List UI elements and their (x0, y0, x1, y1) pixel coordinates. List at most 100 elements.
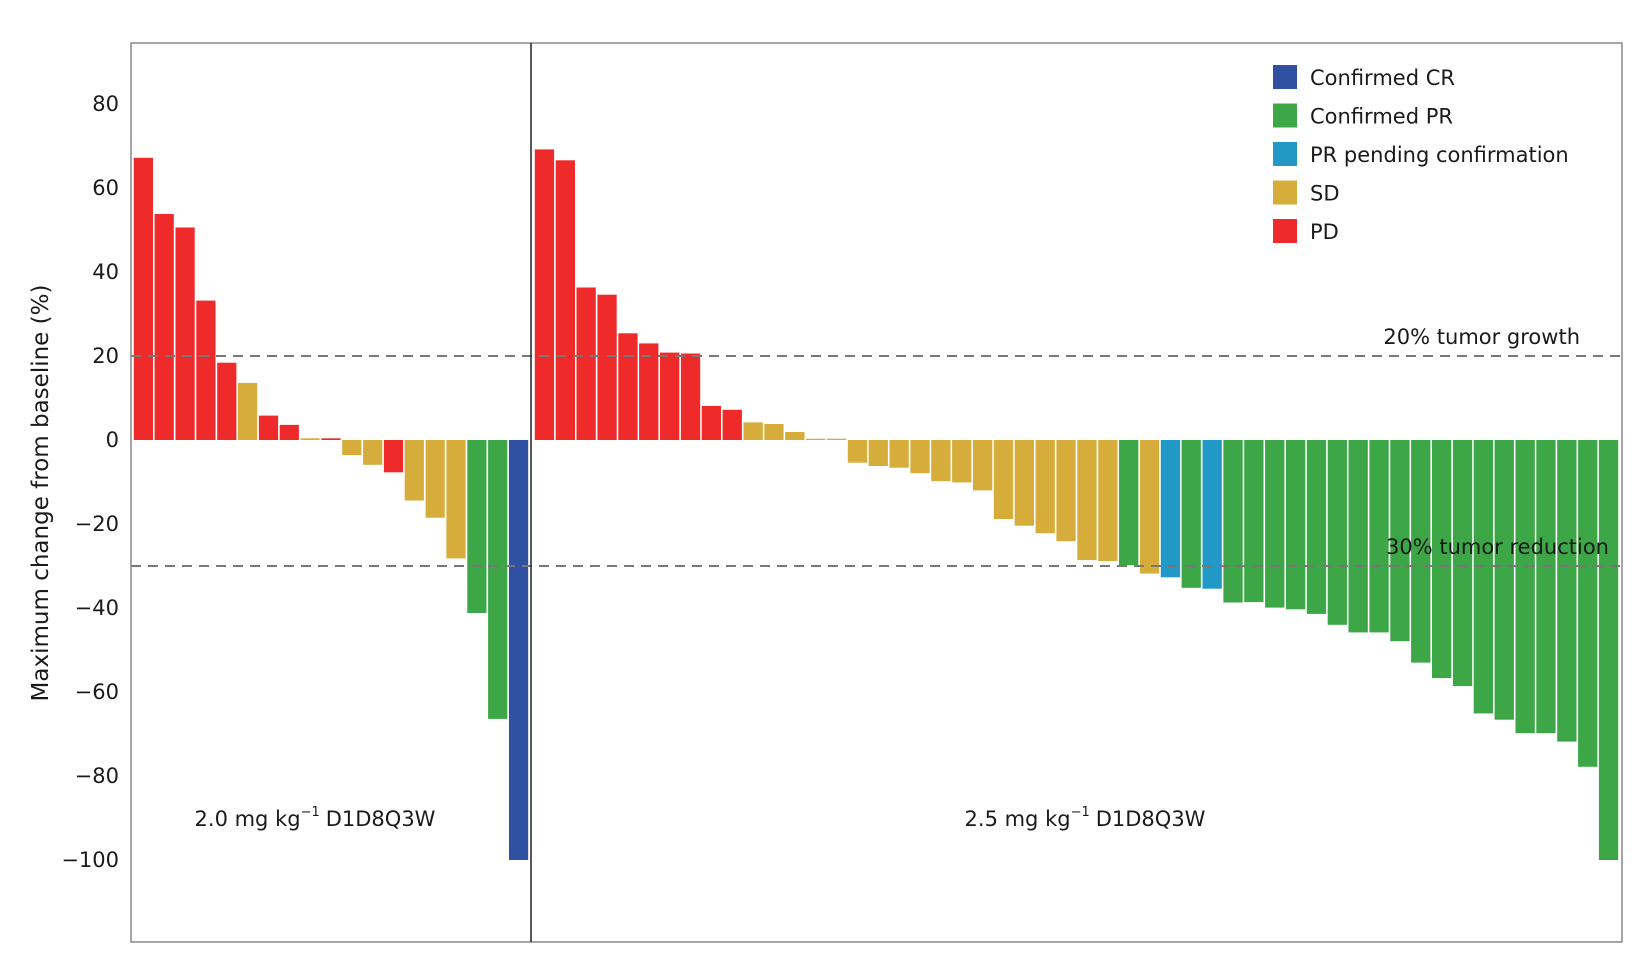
bar-sd (446, 440, 466, 559)
bar-pd (680, 353, 701, 440)
legend: Confirmed CR Confirmed PR PR pending confi… (1273, 65, 1569, 244)
bar-pd (258, 415, 279, 440)
bar-sd (404, 440, 424, 501)
y-tick-label: −60 (75, 680, 119, 704)
bar-prp (1160, 440, 1181, 578)
bar-sd (300, 438, 320, 440)
bar-sd (1056, 440, 1076, 542)
bar-pd (639, 343, 659, 440)
y-tick-label: −80 (75, 764, 119, 788)
bar-sd (785, 432, 805, 440)
bar-pr (1390, 440, 1410, 642)
bar-pr (1473, 440, 1493, 714)
bar-pd (576, 287, 596, 440)
y-tick-label: 20 (92, 344, 119, 368)
bar-pr (1223, 440, 1243, 603)
legend-label: SD (1310, 182, 1340, 206)
panel-regimen: D1D8Q3W (1096, 807, 1206, 831)
legend-label: Confirmed CR (1310, 66, 1455, 90)
bar-pd (217, 362, 237, 440)
bar-pr (1265, 440, 1285, 608)
bar-sd (931, 440, 951, 482)
y-tick-label: 80 (92, 92, 119, 116)
annotation-tumor-growth: 20% tumor growth (1383, 325, 1580, 349)
bar-pr (488, 440, 508, 719)
bar-pd (701, 406, 721, 440)
bar-pd (133, 157, 153, 441)
panel-label-2-5: 2.5 mg kg−1 D1D8Q3W (965, 805, 1206, 831)
y-tick-label: −20 (75, 512, 119, 536)
bar-pr (1515, 440, 1535, 734)
reference-lines (131, 355, 1622, 567)
bar-pd (175, 227, 195, 440)
bar-pr (1557, 440, 1577, 742)
bar-pr (1452, 440, 1473, 687)
bar-sd (1098, 440, 1118, 561)
bar-pd (154, 214, 174, 440)
bar-pr (1119, 440, 1139, 566)
legend-swatch (1273, 65, 1297, 89)
bar-sd (425, 440, 445, 518)
bars-layer (133, 149, 1619, 860)
bar-sd (1035, 440, 1055, 534)
bar-pd (618, 333, 638, 440)
bar-sd (1077, 440, 1097, 561)
panel-dose-exponent: −1 (301, 805, 320, 820)
bar-sd (973, 440, 993, 491)
bar-pr (1286, 440, 1306, 610)
bar-sd (363, 440, 383, 465)
bar-pd (383, 440, 404, 473)
y-tick-label: 40 (92, 260, 119, 284)
legend-swatch (1273, 219, 1297, 243)
y-tick-label: −40 (75, 596, 119, 620)
bar-sd (868, 440, 888, 466)
bar-pr (1327, 440, 1347, 625)
bar-cr (509, 440, 529, 860)
bar-pd (597, 294, 617, 440)
legend-swatch (1273, 103, 1297, 128)
bar-pr (467, 440, 487, 613)
panel-dose: 2.0 mg kg (195, 807, 301, 831)
bar-pr (1578, 440, 1598, 767)
panel-label-2-0: 2.0 mg kg−1 D1D8Q3W (195, 805, 436, 831)
legend-label: Confirmed PR (1310, 105, 1453, 129)
legend-swatch (1273, 142, 1297, 166)
bar-sd (889, 440, 909, 468)
plot-frame (130, 42, 1623, 943)
bar-sd (993, 440, 1014, 519)
bar-sd (238, 382, 258, 440)
bar-pd (321, 438, 341, 440)
bar-pr (1494, 440, 1514, 720)
bar-prp (1202, 440, 1222, 589)
bar-pd (660, 352, 680, 440)
bar-pr (1536, 440, 1556, 734)
bar-pr (1181, 440, 1201, 588)
y-axis-ticks: 80 60 40 20 0 −20 −40 −60 −80 −100 (61, 92, 119, 872)
panel-dose: 2.5 mg kg (965, 807, 1071, 831)
legend-label: PR pending confirmation (1310, 143, 1569, 167)
bar-pr (1244, 440, 1264, 603)
legend-label: PD (1310, 220, 1339, 244)
y-tick-label: −100 (61, 848, 119, 872)
bar-pr (1348, 440, 1368, 633)
bar-pr (1411, 440, 1431, 663)
bar-sd (342, 440, 362, 456)
bar-sd (743, 422, 763, 440)
bar-pd (722, 409, 742, 440)
bar-pd (534, 149, 555, 440)
panel-regimen: D1D8Q3W (326, 807, 436, 831)
bar-sd (764, 424, 784, 440)
bar-pd (279, 424, 299, 440)
bar-pr (1306, 440, 1327, 614)
bar-pr (1598, 440, 1619, 860)
y-tick-label: 60 (92, 176, 119, 200)
y-tick-label: 0 (106, 428, 119, 452)
bar-pd (196, 300, 216, 440)
bar-sd (847, 440, 868, 463)
bar-sd (1014, 440, 1034, 526)
bar-sd (806, 438, 826, 440)
bar-sd (1139, 440, 1160, 574)
bar-pd (555, 160, 575, 441)
bar-pr (1369, 440, 1389, 633)
legend-swatch (1273, 180, 1297, 205)
